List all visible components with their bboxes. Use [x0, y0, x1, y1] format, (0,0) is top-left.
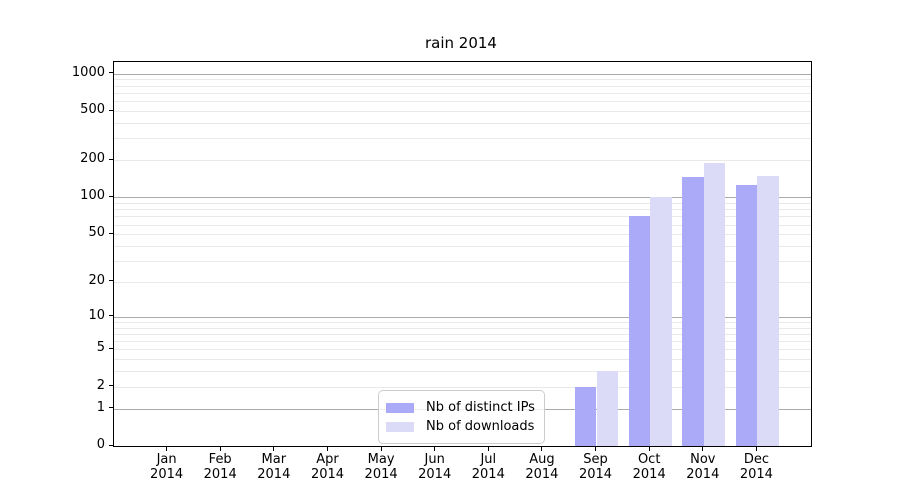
y-tick-label: 200 [80, 151, 105, 167]
gridline-minor [114, 92, 811, 94]
x-tick-mark [327, 446, 328, 451]
x-tick-mark [273, 446, 275, 451]
x-tick-label: Apr 2014 [310, 452, 345, 482]
x-tick-mark [219, 446, 221, 451]
y-tick-label: 500 [80, 102, 105, 117]
y-tick-mark [109, 195, 113, 197]
gridline-minor [114, 260, 811, 262]
x-tick-mark [166, 446, 168, 451]
y-tick-label: 1 [96, 399, 105, 415]
gridline-major [114, 316, 811, 318]
bar-distinct-ips-sep [575, 386, 597, 446]
gridline-minor [114, 371, 811, 373]
gridline-major [114, 197, 811, 199]
x-tick-mark [755, 446, 757, 451]
bar-downloads-dec [757, 175, 779, 446]
gridline-minor [114, 111, 811, 112]
gridline-minor [114, 160, 811, 162]
legend: Nb of distinct IPs Nb of downloads [378, 390, 545, 444]
bar-downloads-sep [596, 371, 618, 446]
gridline-minor [114, 341, 811, 343]
gridline-minor [114, 327, 811, 329]
x-tick-label: Jul 2014 [471, 452, 505, 482]
y-tick-label: 5 [96, 340, 105, 356]
bar-distinct-ips-oct [628, 216, 651, 446]
gridline-minor [114, 245, 811, 247]
y-tick-label: 20 [88, 272, 105, 288]
y-tick-label: 2 [96, 377, 105, 393]
y-tick-label: 100 [80, 188, 105, 204]
x-tick-mark [702, 446, 704, 451]
gridline-minor [114, 349, 811, 351]
gridline-minor [114, 216, 811, 218]
x-tick-label: Aug 2014 [525, 452, 559, 482]
bar-distinct-ips-dec [735, 185, 758, 446]
x-tick-mark [648, 446, 650, 451]
legend-item-downloads: Nb of downloads [386, 418, 535, 435]
y-tick-mark [109, 407, 113, 409]
x-tick-label: Feb 2014 [203, 452, 237, 482]
y-tick-mark [109, 109, 113, 111]
gridline-minor [114, 321, 811, 323]
y-tick-mark [109, 280, 113, 282]
y-tick-label: 10 [88, 307, 105, 323]
gridline-major [114, 73, 811, 75]
x-tick-label: Sep 2014 [578, 452, 613, 482]
y-tick-mark [109, 347, 113, 349]
y-tick-label: 50 [88, 225, 105, 241]
legend-item-distinct-ips: Nb of distinct IPs [386, 399, 535, 416]
x-tick-mark [487, 446, 489, 451]
gridline-minor [114, 85, 811, 87]
gridline-minor [114, 333, 811, 335]
y-tick-mark [109, 385, 113, 387]
x-tick-mark [434, 446, 436, 451]
legend-swatch [386, 402, 414, 413]
y-tick-mark [109, 444, 113, 446]
bar-distinct-ips-nov [682, 177, 704, 446]
chart-title: rain 2014 [425, 34, 497, 52]
legend-label: Nb of downloads [426, 419, 535, 434]
gridline-minor [114, 209, 811, 211]
gridline-minor [114, 386, 811, 388]
gridline-minor [114, 123, 811, 124]
gridline-minor [114, 359, 811, 361]
gridline-minor [114, 138, 811, 140]
bar-downloads-nov [703, 162, 726, 446]
x-tick-label: Jun 2014 [418, 452, 452, 482]
y-tick-label: 1000 [71, 64, 105, 80]
x-tick-label: Dec 2014 [739, 452, 773, 482]
gridline-minor [114, 234, 811, 236]
y-tick-mark [109, 232, 113, 234]
gridline-minor [114, 79, 811, 81]
x-tick-label: May 2014 [364, 452, 398, 482]
x-tick-mark [541, 446, 543, 451]
x-tick-label: Jan 2014 [150, 452, 184, 482]
bar-downloads-oct [650, 197, 672, 446]
y-tick-mark [109, 158, 113, 160]
y-tick-label: 0 [96, 437, 105, 452]
gridline-minor [114, 101, 811, 103]
x-tick-label: Oct 2014 [632, 452, 666, 482]
x-tick-label: Nov 2014 [686, 452, 720, 482]
legend-label: Nb of distinct IPs [426, 400, 535, 415]
legend-swatch [386, 421, 414, 432]
x-tick-label: Mar 2014 [257, 452, 291, 482]
gridline-minor [114, 202, 811, 204]
y-tick-mark [109, 72, 113, 74]
gridline-minor [114, 281, 811, 283]
x-tick-mark [595, 446, 596, 451]
x-tick-mark [380, 446, 382, 451]
gridline-minor [114, 224, 811, 226]
y-tick-mark [109, 315, 113, 317]
